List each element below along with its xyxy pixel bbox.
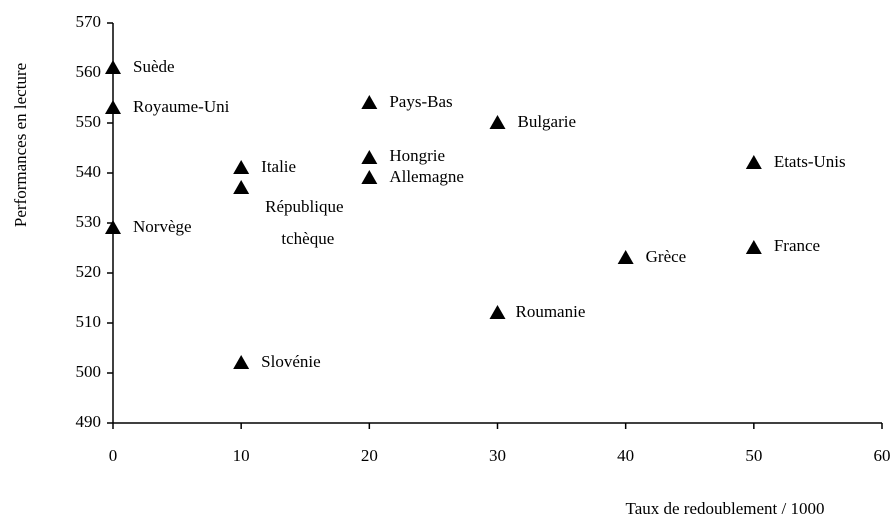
point [233, 160, 250, 174]
point [489, 115, 506, 129]
x-axis-label: Taux de redoublement / 1000 [626, 499, 825, 518]
point-label: Norvège [133, 217, 192, 236]
point [361, 150, 378, 164]
point [745, 240, 762, 254]
point [233, 180, 250, 194]
y-tick-label: 510 [76, 312, 102, 331]
x-tick-label: 10 [233, 446, 250, 465]
x-tick-label: 40 [617, 446, 634, 465]
y-tick-label: 540 [76, 162, 102, 181]
x-tick-label: 30 [489, 446, 506, 465]
y-tick-label: 490 [76, 412, 102, 431]
point [361, 95, 378, 109]
point [105, 220, 121, 234]
point-label: Pays-Bas [389, 92, 452, 111]
point-label: République tchèque [265, 197, 343, 248]
point-label: Allemagne [389, 167, 464, 186]
point-label: Etats-Unis [774, 152, 846, 171]
y-tick-label: 500 [76, 362, 102, 381]
point-label: Italie [261, 157, 296, 176]
point-label: Royaume-Uni [133, 97, 230, 116]
point-label: Bulgarie [518, 112, 577, 131]
x-tick-label: 60 [874, 446, 891, 465]
point [233, 355, 250, 369]
y-axis-label: Performances en lecture [11, 63, 30, 227]
point-label: Grèce [646, 247, 687, 266]
point [489, 305, 506, 319]
y-tick-label: 550 [76, 112, 102, 131]
point [745, 155, 762, 169]
point [617, 250, 634, 264]
point-label: France [774, 236, 820, 255]
y-tick-label: 560 [76, 62, 102, 81]
point-label: Suède [133, 57, 175, 76]
point [105, 60, 121, 74]
x-tick-label: 50 [745, 446, 762, 465]
point-label: Hongrie [389, 146, 445, 165]
y-tick-label: 570 [76, 12, 102, 31]
x-tick-label: 20 [361, 446, 378, 465]
y-tick-label: 520 [76, 262, 102, 281]
point-label: Slovénie [261, 352, 321, 371]
y-tick-label: 530 [76, 212, 102, 231]
x-tick-label: 0 [109, 446, 118, 465]
point [361, 170, 378, 184]
point-label: Roumanie [516, 302, 586, 321]
point [105, 100, 121, 114]
